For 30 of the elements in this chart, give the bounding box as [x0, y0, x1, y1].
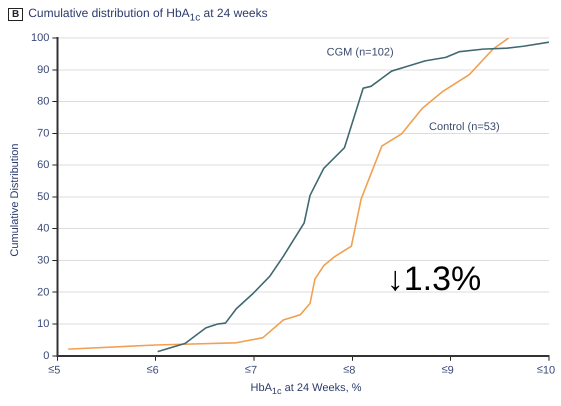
y-tick-label: 50 [37, 190, 50, 203]
text: B [8, 8, 24, 21]
y-tick-label: 10 [37, 318, 50, 330]
y-tick-label: 70 [37, 127, 50, 140]
y-tick-label: 0 [43, 350, 50, 362]
annotation: ↓1.3% [386, 260, 482, 300]
y-tick-label: 100 [30, 32, 50, 44]
text: ≤ [244, 363, 251, 376]
x-axis-title: HbA$_{1c}$ at 24 Weeks, % [250, 382, 362, 396]
x-tick-label: 9 [448, 364, 454, 376]
x-tick-label: 6 [152, 364, 159, 376]
chart-title: Cumulative distribution of HbA$_{1c}$ at 24 weeks [28, 6, 268, 24]
series-label: CGM (n=102) [326, 46, 394, 58]
x-tick-label: 5 [54, 364, 60, 376]
y-tick-label: 40 [37, 222, 50, 235]
text: ≤ [343, 363, 350, 376]
text: ≤ [48, 363, 54, 376]
y-tick-label: 60 [37, 159, 50, 172]
x-tick-label: 7 [250, 364, 258, 376]
text: ≤ [146, 363, 153, 376]
y-tick-label: 20 [37, 286, 50, 298]
series-label: Control (n=53) [429, 121, 500, 134]
x-tick-label: 8 [349, 364, 356, 376]
text: ≤ [442, 363, 448, 376]
y-tick-label: 30 [37, 254, 50, 266]
x-tick-label: 10 [542, 364, 556, 376]
y-axis-title: Cumulative Distribution [9, 142, 21, 259]
y-tick-label: 80 [37, 96, 50, 108]
y-tick-label: 90 [37, 64, 50, 76]
text: ≤ [536, 363, 543, 376]
